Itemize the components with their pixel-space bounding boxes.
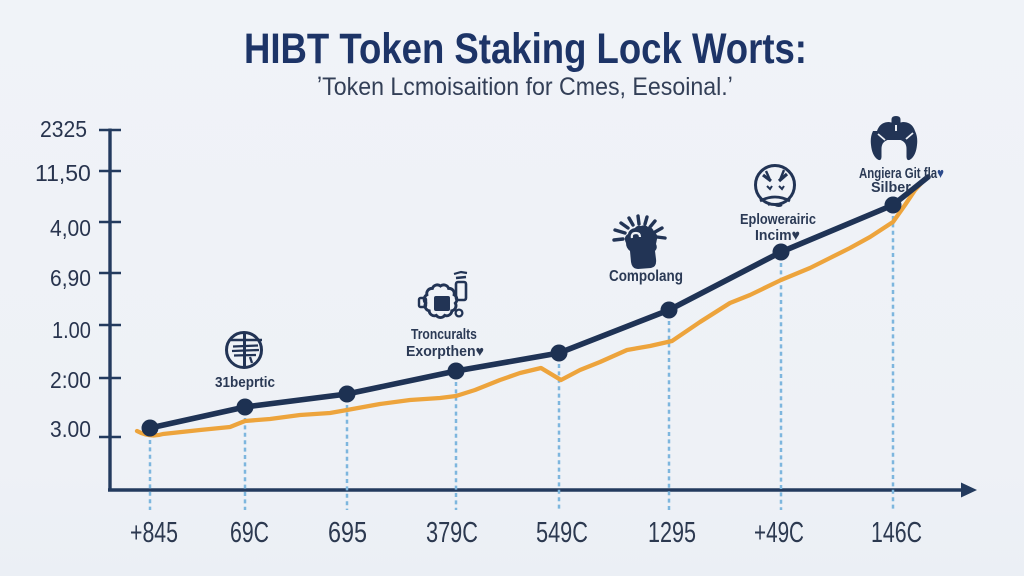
svg-text:379C: 379C <box>426 517 478 549</box>
svg-text:69C: 69C <box>230 517 269 549</box>
svg-text:549C: 549C <box>536 517 588 549</box>
svg-text:2325: 2325 <box>40 116 87 142</box>
svg-text:1.00: 1.00 <box>52 317 91 344</box>
svg-text:1295: 1295 <box>648 517 696 549</box>
svg-text:2:00: 2:00 <box>50 367 91 393</box>
svg-text:Eplowerairic: Eplowerairic <box>740 210 816 227</box>
svg-text:Angiera Git fla♥: Angiera Git fla♥ <box>859 165 944 182</box>
svg-text:ʼToken Lcmoisaition for Cmes,: ʼToken Lcmoisaition for Cmes, Eesoinal.ʼ <box>317 73 733 101</box>
svg-text:6,90: 6,90 <box>50 265 91 291</box>
svg-text:31beprtic: 31beprtic <box>215 374 275 391</box>
svg-text:HIBT Token Staking Lock Worts:: HIBT Token Staking Lock Worts: <box>244 25 807 72</box>
svg-text:Incim♥: Incim♥ <box>755 228 800 245</box>
svg-text:Compolang: Compolang <box>609 268 683 285</box>
svg-text:+845: +845 <box>130 517 178 549</box>
svg-text:11,50: 11,50 <box>35 160 91 186</box>
svg-text:3.00: 3.00 <box>50 416 91 442</box>
svg-text:+49C: +49C <box>754 517 804 549</box>
svg-text:Troncuralts: Troncuralts <box>411 326 477 342</box>
svg-text:695: 695 <box>328 516 367 549</box>
svg-text:146C: 146C <box>871 517 922 549</box>
svg-text:4,00: 4,00 <box>50 215 91 241</box>
svg-text:Silber: Silber <box>871 180 911 196</box>
svg-text:Exorpthen♥: Exorpthen♥ <box>406 344 484 360</box>
